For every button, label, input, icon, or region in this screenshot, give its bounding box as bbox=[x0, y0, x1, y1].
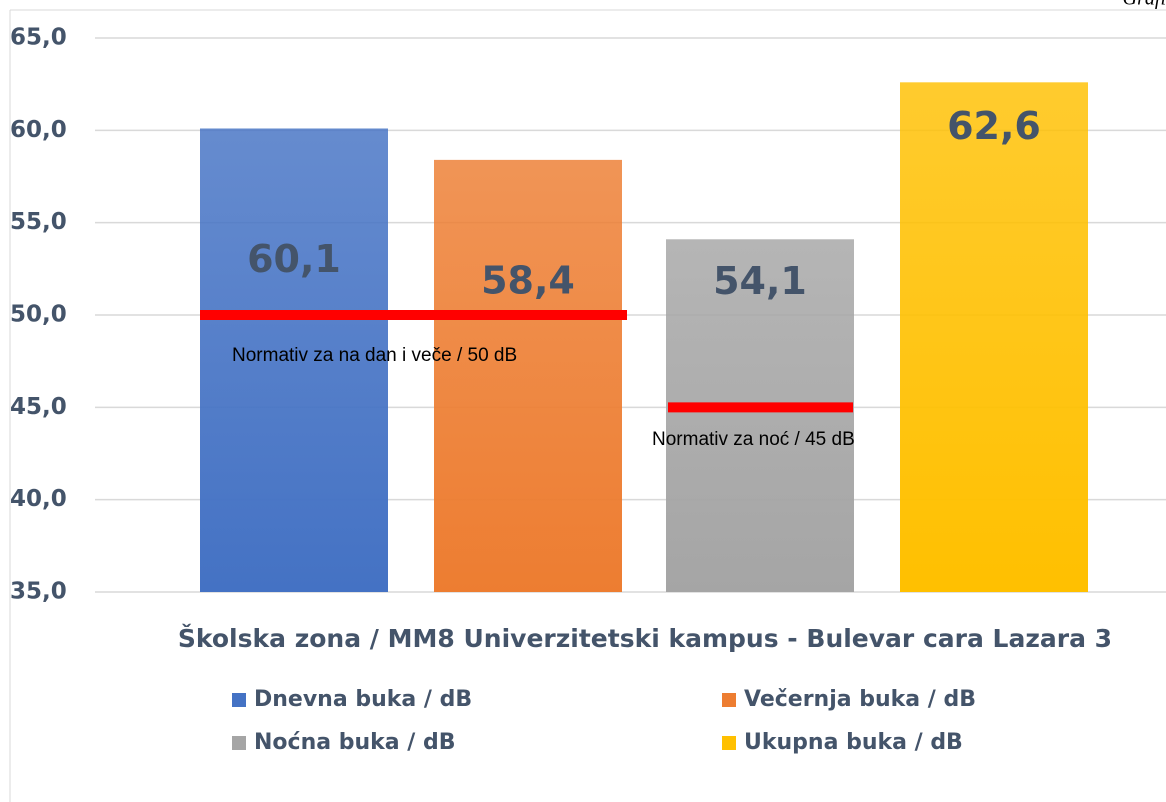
bar bbox=[666, 239, 854, 592]
legend-label: Večernja buka / dB bbox=[744, 687, 976, 712]
y-tick-label: 40,0 bbox=[10, 486, 67, 512]
y-tick-label: 35,0 bbox=[10, 579, 67, 605]
y-tick-label: 65,0 bbox=[10, 25, 67, 51]
caption: Grafi bbox=[1123, 0, 1166, 10]
y-tick-label: 50,0 bbox=[10, 302, 67, 328]
reference-label: Normativ za noć / 45 dB bbox=[652, 429, 855, 450]
y-tick-label: 45,0 bbox=[10, 394, 67, 420]
reference-label: Normativ za na dan i veče / 50 dB bbox=[232, 345, 517, 366]
legend-swatch bbox=[722, 736, 736, 750]
data-label: 54,1 bbox=[713, 259, 807, 303]
data-label: 58,4 bbox=[481, 258, 575, 302]
bar bbox=[434, 159, 622, 592]
bar bbox=[200, 128, 388, 592]
legend-label: Noćna buka / dB bbox=[254, 730, 456, 755]
legend-label: Dnevna buka / dB bbox=[254, 687, 472, 712]
y-tick-label: 60,0 bbox=[10, 117, 67, 143]
y-tick-label: 55,0 bbox=[10, 209, 67, 235]
data-label: 62,6 bbox=[947, 104, 1041, 148]
legend-swatch bbox=[232, 736, 246, 750]
data-label: 60,1 bbox=[247, 237, 341, 281]
category-label: Školska zona / MM8 Univerzitetski kampus… bbox=[178, 623, 1112, 653]
legend-swatch bbox=[722, 693, 736, 707]
legend-swatch bbox=[232, 693, 246, 707]
legend-label: Ukupna buka / dB bbox=[744, 730, 963, 755]
bar bbox=[900, 82, 1088, 592]
